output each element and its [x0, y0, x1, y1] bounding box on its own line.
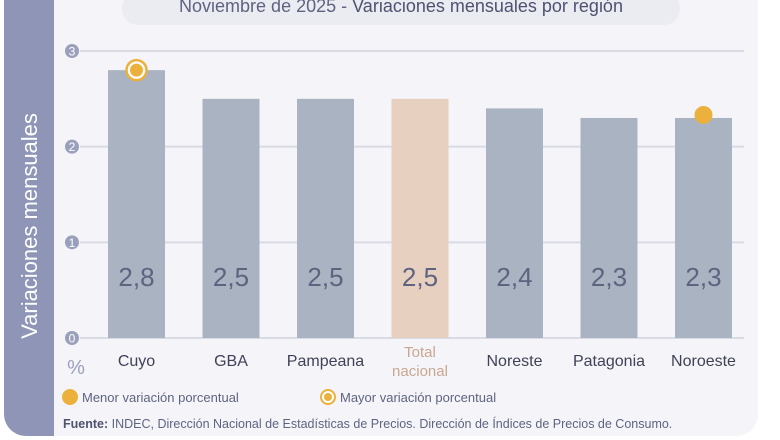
- source-text: INDEC, Dirección Nacional de Estadística…: [108, 417, 673, 431]
- source-label: Fuente:: [63, 417, 109, 431]
- y-tick-label: 3: [69, 45, 76, 59]
- y-tick-marker: [65, 331, 79, 345]
- y-tick-marker: [65, 44, 79, 58]
- min-marker-icon: [62, 389, 78, 405]
- x-tick-label: Pampeana: [287, 353, 364, 370]
- bar-pampeana: [297, 98, 354, 338]
- title-date: Noviembre de 2025: [179, 0, 337, 16]
- y-tick-label: 0: [69, 332, 76, 346]
- max-marker-icon: [320, 389, 336, 405]
- legend-min-label: Menor variación porcentual: [82, 389, 239, 405]
- bar-cuyo: [108, 70, 165, 338]
- legend-max-label: Mayor variación porcentual: [340, 389, 497, 405]
- x-tick-label: Noreste: [486, 353, 542, 370]
- y-tick-label: 2: [69, 140, 76, 154]
- title-separator: -: [336, 0, 353, 16]
- bar-gba: [202, 98, 260, 338]
- data-label: 2,5: [402, 262, 438, 292]
- bar-patagonia: [580, 117, 638, 338]
- x-tick-label: Noroeste: [671, 353, 736, 370]
- data-label: 2,8: [118, 262, 154, 292]
- x-tick-label: nacional: [392, 363, 448, 380]
- x-tick-label: Cuyo: [118, 353, 155, 370]
- y-axis-band: [4, 0, 54, 436]
- bar-noroeste: [675, 117, 732, 338]
- data-label: 2,4: [496, 262, 532, 292]
- min-marker: [694, 105, 713, 124]
- x-tick-label: Total: [404, 344, 436, 361]
- legend-max: Mayor variación porcentual: [320, 389, 496, 405]
- data-label: 2,3: [685, 262, 721, 292]
- chart-title: Noviembre de 2025 - Variaciones mensuale…: [122, 0, 680, 25]
- legend-min: Menor variación porcentual: [62, 389, 239, 405]
- max-marker-core: [130, 63, 143, 77]
- x-tick-label: Patagonia: [573, 353, 645, 370]
- data-label: 2,5: [213, 262, 249, 292]
- bar-noreste: [486, 108, 543, 339]
- data-label: 2,5: [307, 262, 343, 292]
- title-main: Variaciones mensuales por región: [352, 0, 623, 16]
- y-tick-marker: [65, 139, 79, 154]
- data-label: 2,3: [591, 262, 627, 292]
- bar-total-nacional: [391, 98, 449, 338]
- source-note: Fuente: INDEC, Dirección Nacional de Est…: [63, 417, 672, 431]
- y-unit-label: %: [67, 357, 85, 379]
- y-tick-label: 1: [69, 236, 76, 250]
- y-tick-marker: [65, 235, 79, 250]
- x-tick-label: GBA: [214, 353, 248, 370]
